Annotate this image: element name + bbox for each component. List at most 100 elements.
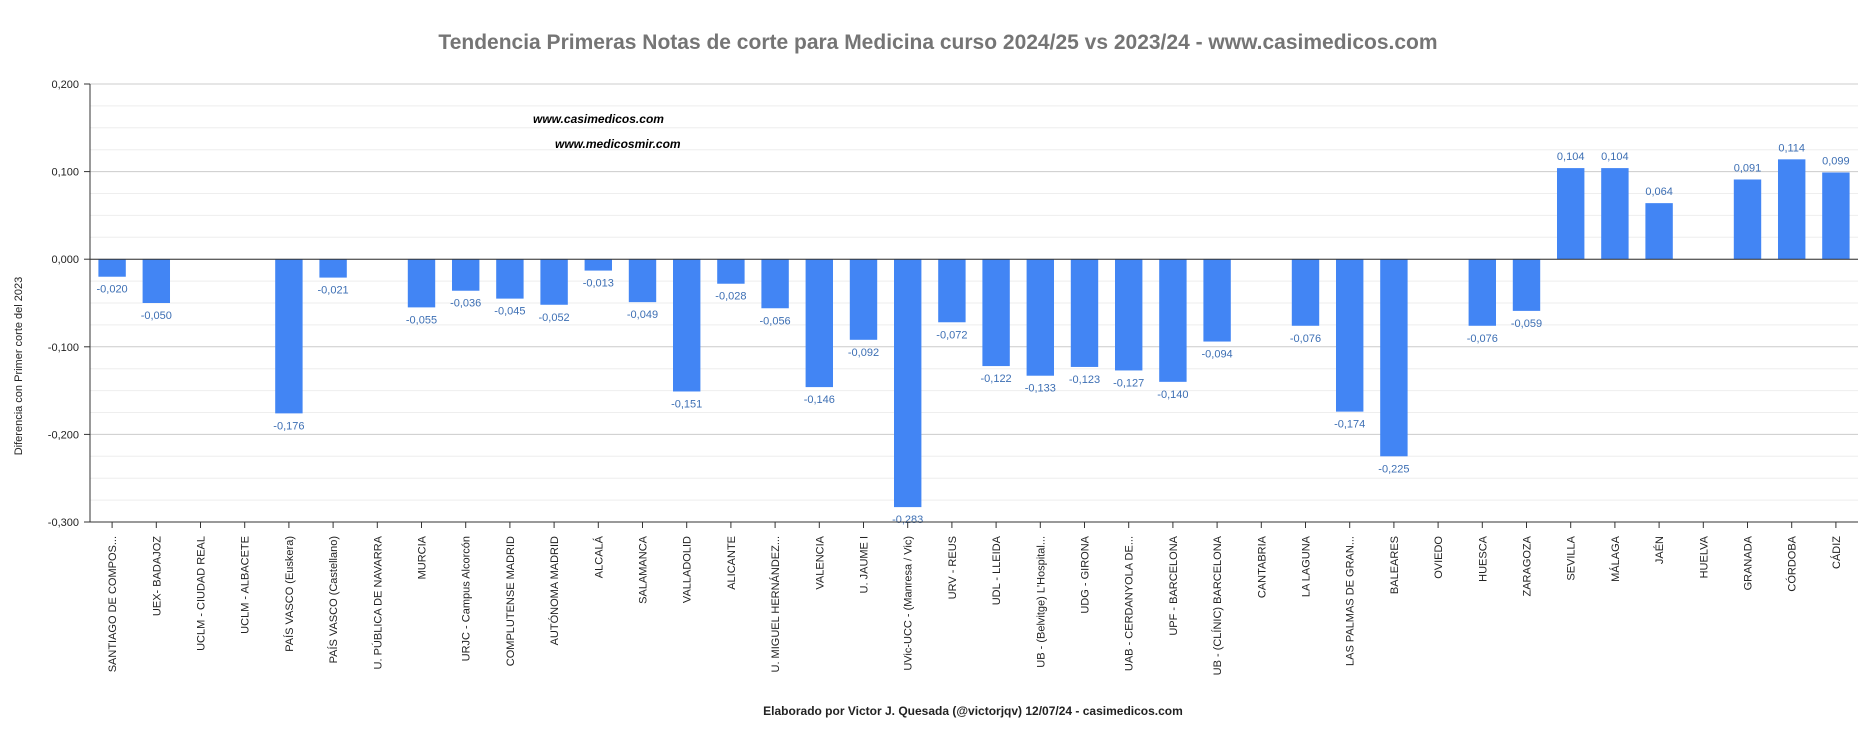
- x-tick-label: U. MIGUEL HERNÁNDEZ...: [769, 536, 782, 673]
- x-tick-label: HUELVA: [1698, 535, 1710, 578]
- x-tick-label: OVIEDO: [1433, 536, 1445, 579]
- x-tick-label: U. PÚBLICA DE NAVARRA: [371, 535, 384, 669]
- x-tick-label: COMPLUTENSE MADRID: [505, 536, 517, 666]
- bar: [1114, 259, 1143, 371]
- x-tick-label: URV - REUS: [947, 536, 959, 599]
- bar: [1556, 168, 1585, 260]
- y-tick-label: -0,300: [48, 517, 79, 529]
- data-label: -0,225: [1378, 463, 1409, 475]
- chart-footer: Elaborado por Victor J. Quesada (@victor…: [763, 704, 1183, 718]
- x-tick-label: UDL - LLEIDA: [991, 535, 1003, 605]
- data-label: 0,091: [1734, 162, 1762, 174]
- x-tick-label: MÁLAGA: [1609, 535, 1622, 582]
- x-tick-label: ZARAGOZA: [1522, 535, 1534, 596]
- bar: [1070, 259, 1099, 367]
- bar: [1645, 203, 1673, 260]
- y-axis-label: Diferencia con Primer corte del 2023: [13, 277, 25, 456]
- x-tick-label: PAÍS VASCO (Euskera): [283, 536, 296, 652]
- x-tick-label: UCLM - CIUDAD REAL: [196, 536, 208, 651]
- bar: [761, 259, 789, 309]
- bar: [1601, 168, 1629, 260]
- x-tick-label: URJC - Campus Alcorcón: [461, 536, 473, 661]
- x-tick-label: UB - (CLÍNIC) BARCELONA: [1211, 535, 1224, 675]
- watermark-casimedicos: www.casimedicos.com: [533, 112, 664, 126]
- bar: [142, 259, 171, 303]
- x-tick-label: GRANADA: [1743, 535, 1755, 590]
- bar: [496, 259, 524, 299]
- data-label: -0,133: [1025, 383, 1056, 395]
- bar: [1026, 259, 1055, 376]
- data-label: -0,052: [538, 312, 569, 324]
- gridlines: [90, 83, 1858, 523]
- x-tick-label: HUESCA: [1477, 535, 1489, 582]
- x-tick-label: ALICANTE: [726, 536, 738, 590]
- data-label: -0,013: [583, 278, 614, 290]
- bar: [893, 259, 922, 508]
- x-tick-label: UCLM - ALBACETE: [240, 536, 252, 634]
- data-label: -0,176: [273, 420, 304, 432]
- bar: [628, 259, 657, 303]
- bar: [407, 259, 436, 308]
- y-tick-label: 0,000: [51, 254, 79, 266]
- data-label: -0,174: [1334, 419, 1365, 431]
- bar: [717, 259, 745, 284]
- data-label: -0,028: [715, 291, 746, 303]
- data-label: 0,114: [1778, 142, 1805, 154]
- data-label: -0,036: [450, 298, 481, 310]
- x-tick-label: ALCALÁ: [592, 535, 605, 578]
- data-label: -0,092: [848, 347, 879, 359]
- bar: [584, 259, 613, 271]
- data-label: -0,151: [671, 398, 702, 410]
- axes: [89, 84, 1858, 528]
- watermark-medicosmir: www.medicosmir.com: [555, 137, 681, 151]
- y-axis-ticks: -0,300 -0,200 -0,100 0,000 0,100 0,200: [48, 79, 90, 529]
- x-tick-label: VALLADOLID: [682, 536, 694, 603]
- bar: [805, 259, 834, 388]
- data-label: -0,055: [406, 314, 437, 326]
- bar: [672, 259, 701, 392]
- x-tick-label: JAÉN: [1653, 536, 1666, 564]
- x-tick-label: VALENCIA: [814, 535, 826, 589]
- x-tick-label: BALEARES: [1389, 536, 1401, 594]
- x-tick-label: SANTIAGO DE COMPOS...: [107, 536, 119, 672]
- data-label: -0,072: [936, 329, 967, 341]
- x-tick-label: CANTABRIA: [1256, 535, 1268, 598]
- bar: [1291, 259, 1320, 326]
- data-label: 0,064: [1645, 186, 1673, 198]
- data-label: -0,127: [1113, 377, 1144, 389]
- data-label: -0,050: [141, 310, 172, 322]
- bar: [938, 259, 966, 323]
- x-tick-label: PAÍS VASCO (Castellano): [327, 536, 340, 663]
- bars: [98, 159, 1850, 508]
- x-tick-label: UB - (Belvitge) L'Hospital...: [1035, 536, 1047, 668]
- y-tick-label: -0,200: [48, 429, 79, 441]
- data-label: 0,104: [1601, 151, 1629, 163]
- data-label: -0,021: [317, 285, 348, 297]
- x-tick-label: U. JAUME I: [859, 536, 871, 593]
- bar: [1203, 259, 1231, 342]
- x-tick-label: MURCIA: [417, 535, 429, 579]
- data-label: -0,283: [892, 514, 923, 526]
- bar: [849, 259, 878, 340]
- bar: [1159, 259, 1187, 382]
- x-tick-label: LA LAGUNA: [1301, 535, 1313, 597]
- data-label: -0,059: [1511, 318, 1542, 330]
- data-label: -0,049: [627, 309, 658, 321]
- x-tick-label: AUTÓNOMA MADRID: [548, 536, 561, 645]
- x-tick-label: CÓRDOBA: [1786, 535, 1799, 591]
- x-tick-label: UPF - BARCELONA: [1168, 535, 1180, 635]
- data-label: 0,104: [1557, 151, 1585, 163]
- bar: [319, 259, 347, 278]
- y-tick-label: -0,100: [48, 342, 79, 354]
- x-axis-categories: SANTIAGO DE COMPOS... UEX- BADAJOZ UCLM - …: [107, 535, 1843, 675]
- x-tick-label: LAS PALMAS DE GRAN...: [1345, 536, 1357, 666]
- x-tick-label: UEX- BADAJOZ: [151, 536, 163, 616]
- data-label: -0,020: [96, 284, 127, 296]
- x-tick-label: SALAMANCA: [638, 535, 650, 604]
- data-label: -0,056: [759, 315, 790, 327]
- x-tick-label: UAB - CERDANYOLA DE...: [1124, 536, 1136, 671]
- data-label: -0,094: [1201, 349, 1232, 361]
- data-label: -0,076: [1467, 333, 1498, 345]
- y-tick-label: 0,100: [51, 167, 79, 179]
